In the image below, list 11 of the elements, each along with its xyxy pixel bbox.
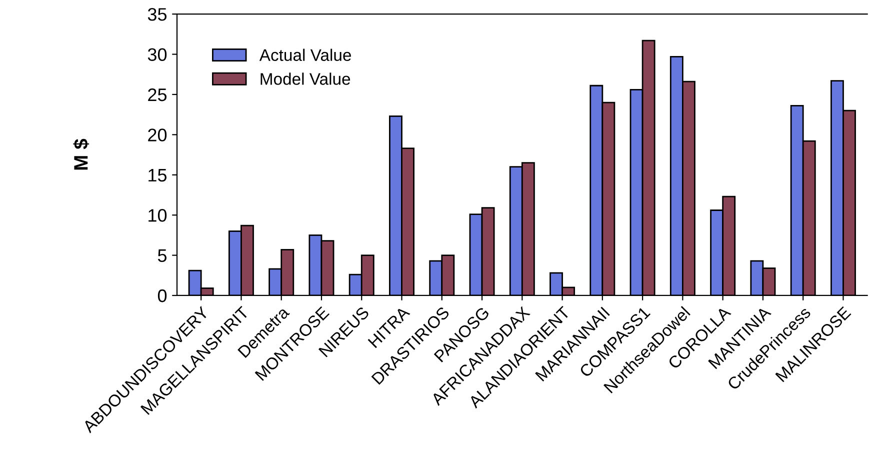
y-tick-label: 0 xyxy=(158,289,167,302)
y-tick-label: 20 xyxy=(148,128,167,142)
y-tick-label: 10 xyxy=(148,209,167,222)
y-tick-label: 25 xyxy=(148,88,167,102)
legend-label: Model Value xyxy=(260,72,350,85)
y-tick-label: 30 xyxy=(148,48,167,61)
y-tick-label: 15 xyxy=(148,168,167,182)
y-axis-title: M $ xyxy=(73,138,90,170)
y-tick-label: 5 xyxy=(158,249,167,262)
y-tick-label: 35 xyxy=(148,8,167,21)
legend-label: Actual Value xyxy=(259,48,351,62)
